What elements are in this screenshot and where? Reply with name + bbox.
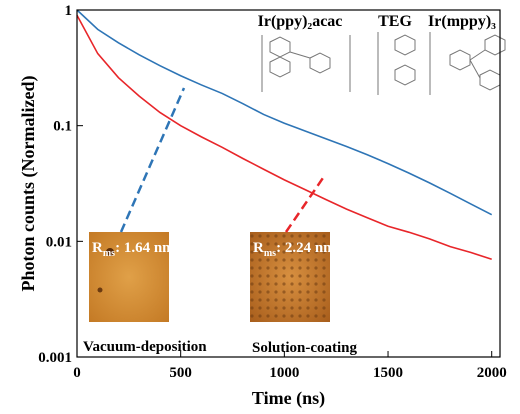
afm-texture	[250, 232, 330, 322]
rms-rest: : 2.24 nm	[276, 240, 336, 256]
x-tick-label: 0	[73, 365, 81, 381]
x-tick-label: 500	[169, 365, 192, 381]
x-tick-label: 2000	[477, 365, 507, 381]
rms-rest: : 1.64 nm	[115, 240, 175, 256]
x-axis-label: Time (ns)	[252, 388, 325, 409]
afm-feature	[106, 248, 114, 256]
y-tick-label: 0.1	[53, 119, 72, 135]
molecule-label: TEG	[378, 13, 412, 30]
molecule-label: Ir(ppy)₂acac	[258, 13, 343, 30]
y-tick-label: 1	[65, 3, 73, 19]
data-line	[76, 14, 492, 261]
rms-sub: ms	[264, 248, 276, 259]
afm-image	[89, 232, 169, 322]
data-line	[76, 9, 493, 216]
y-tick-label: 0.01	[46, 234, 72, 250]
afm-feature	[97, 287, 103, 293]
y-axis-label: Photon counts (Normalized)	[18, 76, 39, 292]
molecule-sketches	[261, 32, 506, 95]
rms-label: Rms: 1.64 nm	[92, 240, 175, 259]
rms-main: R	[92, 240, 103, 256]
rms-sub: ms	[103, 248, 115, 259]
insets	[89, 32, 506, 322]
pointer	[119, 87, 186, 233]
y-tick-label: 0.001	[38, 350, 72, 366]
pointer	[284, 174, 327, 233]
x-tick-label: 1000	[269, 365, 299, 381]
legend-label: Solution-coating	[252, 340, 358, 356]
rms-label: Rms: 2.24 nm	[253, 240, 336, 259]
rms-main: R	[253, 240, 264, 256]
x-tick-label: 1500	[373, 365, 403, 381]
legend-label: Vacuum-deposition	[83, 339, 207, 355]
plot-frame	[76, 9, 501, 358]
molecule-label: Ir(mppy)₃	[428, 13, 496, 30]
